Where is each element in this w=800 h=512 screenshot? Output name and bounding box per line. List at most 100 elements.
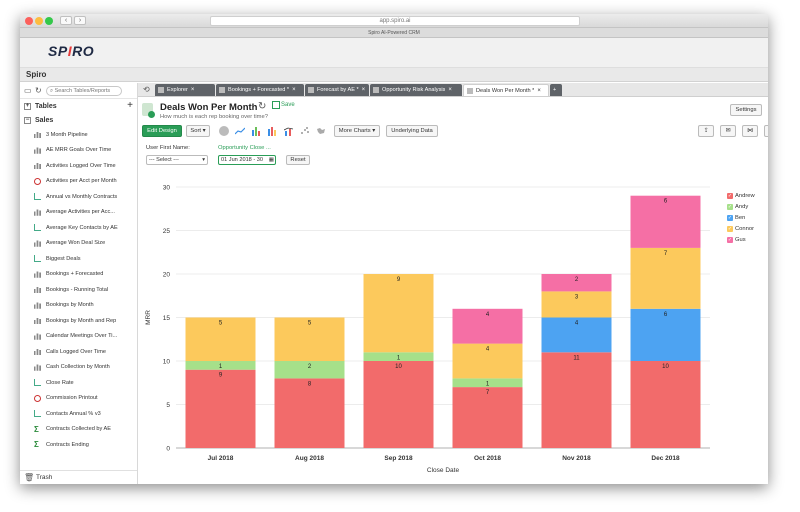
line-chart-icon[interactable] xyxy=(235,126,245,136)
share-icon[interactable]: ⋈ xyxy=(742,125,758,137)
report-tab[interactable]: Forecast by AE * × xyxy=(305,84,369,96)
sidebar-item[interactable]: Contacts Annual % v3 xyxy=(20,406,137,422)
bar-segment[interactable] xyxy=(630,195,701,248)
bar-segment[interactable] xyxy=(452,378,523,388)
bar-segment[interactable] xyxy=(363,352,434,361)
sidebar-item[interactable]: Average Activities per Acc... xyxy=(20,205,137,221)
legend-checkbox-icon[interactable]: ✓ xyxy=(727,203,733,210)
calendar-icon[interactable]: ▦ xyxy=(268,157,274,163)
sidebar-item[interactable]: Calendar Meetings Over Ti... xyxy=(20,329,137,345)
sidebar-item[interactable]: Σ Contracts Collected by AE xyxy=(20,422,137,438)
sidebar-item-trash[interactable]: 🗑 Trash xyxy=(20,470,137,484)
map-chart-icon[interactable] xyxy=(316,126,326,136)
sidebar-item[interactable]: Close Rate xyxy=(20,375,137,391)
report-tab[interactable]: Bookings + Forecasted * × xyxy=(216,84,304,96)
sort-button[interactable]: Sort ▾ xyxy=(186,125,210,137)
email-icon[interactable]: ✉ xyxy=(720,125,736,137)
expand-icon[interactable]: + xyxy=(24,102,31,110)
maximize-window-icon[interactable] xyxy=(45,17,53,25)
settings-button[interactable]: Settings xyxy=(730,104,762,116)
report-tab[interactable]: Explorer × xyxy=(155,84,215,96)
legend-item[interactable]: ✓ Gus xyxy=(727,234,755,245)
bar-segment[interactable] xyxy=(541,317,612,353)
cloud-upload-icon[interactable]: ☁ xyxy=(764,125,768,137)
sidebar-item[interactable]: Bookings by Month xyxy=(20,298,137,314)
save-button[interactable]: Save xyxy=(272,101,295,109)
close-window-icon[interactable] xyxy=(25,17,33,25)
report-tab[interactable]: Opportunity Risk Analysis × xyxy=(370,84,462,96)
more-charts-button[interactable]: More Charts ▾ xyxy=(334,125,380,137)
folder-icon[interactable]: ▭ xyxy=(24,85,32,95)
history-icon[interactable]: ⟲ xyxy=(143,85,150,94)
new-tab-button[interactable]: + xyxy=(550,84,562,96)
sidebar-item[interactable]: Average Key Contacts by AE xyxy=(20,220,137,236)
sidebar-item[interactable]: Biggest Deals xyxy=(20,251,137,267)
add-icon[interactable]: + xyxy=(127,100,133,111)
export-icon[interactable]: ⇪ xyxy=(698,125,714,137)
sidebar-item[interactable]: Σ Contracts Ending xyxy=(20,437,137,453)
bar-segment[interactable] xyxy=(185,317,256,362)
bar-segment[interactable] xyxy=(630,308,701,361)
close-tab-icon[interactable]: × xyxy=(292,87,296,93)
legend-item[interactable]: ✓ Andy xyxy=(727,201,755,212)
edit-design-button[interactable]: Edit Design xyxy=(142,125,182,137)
browser-tab[interactable]: Spiro AI-Powered CRM xyxy=(20,28,768,38)
sidebar-item[interactable]: Annual vs Monthly Contracts xyxy=(20,189,137,205)
user-filter-select[interactable]: --- Select --- ▾ xyxy=(146,155,208,165)
bar-segment[interactable] xyxy=(452,387,523,448)
close-tab-icon[interactable]: × xyxy=(537,87,541,94)
sidebar-item[interactable]: Average Won Deal Size xyxy=(20,236,137,252)
reset-button[interactable]: Reset xyxy=(286,155,310,165)
sidebar-item[interactable]: Cash Collection by Month xyxy=(20,360,137,376)
sidebar-item[interactable]: 3 Month Pipeline xyxy=(20,127,137,143)
report-tab[interactable]: Deals Won Per Month * × xyxy=(463,84,549,96)
sidebar-item[interactable]: Bookings by Month and Rep xyxy=(20,313,137,329)
pie-chart-icon[interactable] xyxy=(219,126,229,136)
legend-item[interactable]: ✓ Ben xyxy=(727,212,755,223)
bar-segment[interactable] xyxy=(363,274,434,353)
sidebar-item[interactable]: AE MRR Goals Over Time xyxy=(20,143,137,159)
sidebar-group-sales[interactable]: − Sales xyxy=(20,113,137,127)
forward-icon[interactable]: › xyxy=(74,16,86,25)
bar-segment[interactable] xyxy=(452,308,523,344)
sidebar-item[interactable]: Activities Logged Over Time xyxy=(20,158,137,174)
bar-segment[interactable] xyxy=(274,317,345,362)
minimize-window-icon[interactable] xyxy=(35,17,43,25)
stacked-bar-icon[interactable] xyxy=(267,126,277,136)
collapse-icon[interactable]: − xyxy=(24,116,31,124)
back-icon[interactable]: ‹ xyxy=(60,16,72,25)
sidebar-item[interactable]: Commission Printout xyxy=(20,391,137,407)
refresh-button[interactable]: ↻ xyxy=(258,101,267,112)
bar-segment[interactable] xyxy=(630,361,701,448)
sidebar-item[interactable]: Activities per Acct per Month xyxy=(20,174,137,190)
close-tab-icon[interactable]: × xyxy=(190,87,195,93)
sidebar-item[interactable]: Bookings + Forecasted xyxy=(20,267,137,283)
legend-item[interactable]: ✓ Connor xyxy=(727,223,755,234)
close-tab-icon[interactable]: × xyxy=(448,87,452,93)
search-input[interactable]: ⌕ Search Tables/Reports xyxy=(46,85,122,96)
bar-segment[interactable] xyxy=(185,361,256,370)
bar-chart-icon[interactable] xyxy=(251,126,261,136)
bar-segment[interactable] xyxy=(274,361,345,379)
legend-checkbox-icon[interactable]: ✓ xyxy=(727,225,733,232)
bar-segment[interactable] xyxy=(541,291,612,318)
legend-item[interactable]: ✓ Andrew xyxy=(727,190,755,201)
url-bar[interactable]: app.spiro.ai xyxy=(210,16,580,26)
bar-segment[interactable] xyxy=(185,369,256,448)
legend-checkbox-icon[interactable]: ✓ xyxy=(727,192,733,199)
legend-checkbox-icon[interactable]: ✓ xyxy=(727,236,733,243)
bar-segment[interactable] xyxy=(363,361,434,448)
bar-segment[interactable] xyxy=(630,247,701,309)
refresh-icon[interactable]: ↻ xyxy=(35,85,42,95)
sidebar-group-tables[interactable]: + Tables + xyxy=(20,99,137,113)
bar-segment[interactable] xyxy=(541,352,612,448)
bar-segment[interactable] xyxy=(541,274,612,292)
sidebar-item[interactable]: Calls Logged Over Time xyxy=(20,344,137,360)
scatter-chart-icon[interactable] xyxy=(300,126,310,136)
combo-chart-icon[interactable] xyxy=(284,126,294,136)
legend-checkbox-icon[interactable]: ✓ xyxy=(727,214,733,221)
underlying-data-button[interactable]: Underlying Data xyxy=(386,125,438,137)
bar-segment[interactable] xyxy=(452,343,523,379)
bar-segment[interactable] xyxy=(274,378,345,448)
close-tab-icon[interactable]: × xyxy=(361,87,366,93)
